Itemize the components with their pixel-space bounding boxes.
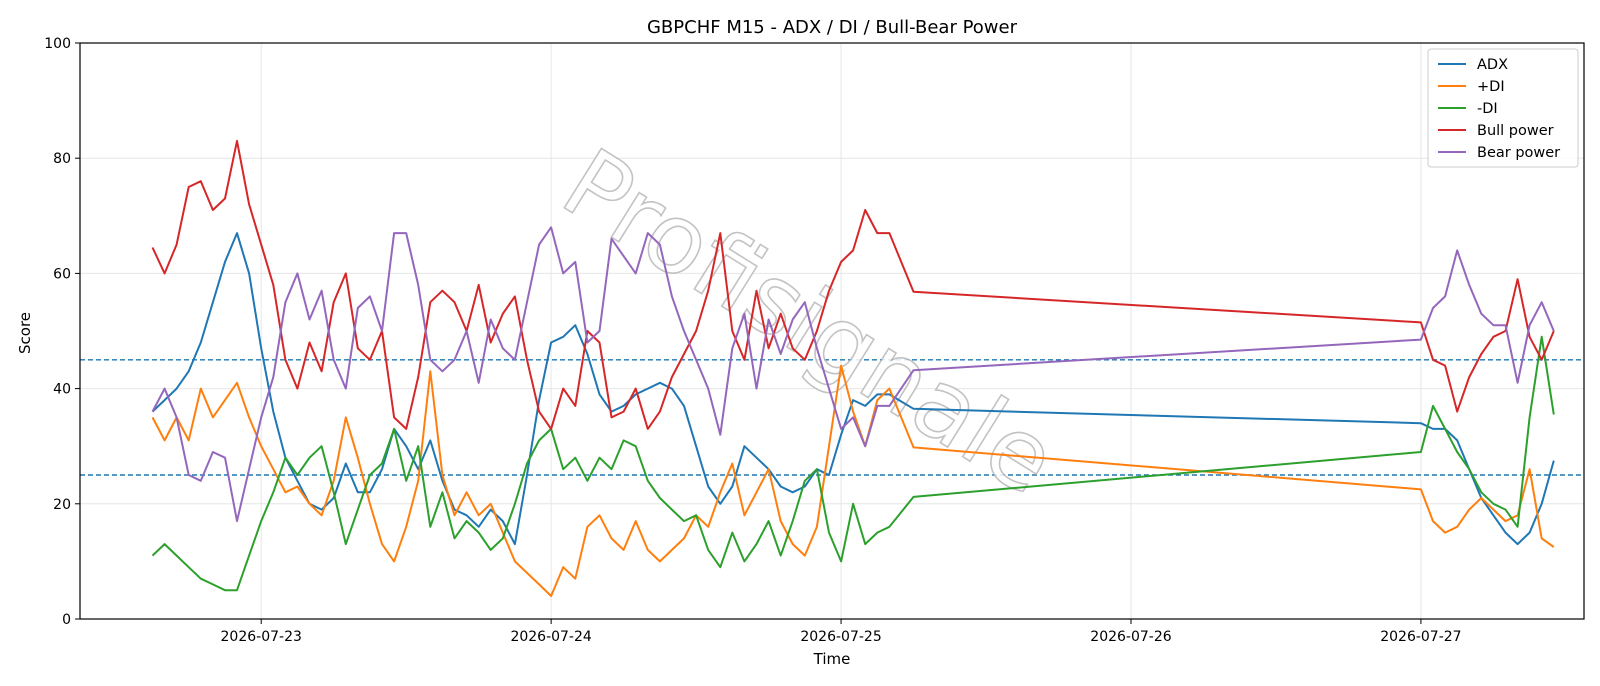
legend-label: Bull power: [1477, 123, 1554, 139]
series-lines: [151, 139, 1555, 597]
legend-label: +DI: [1477, 79, 1505, 95]
legend-label: Bear power: [1477, 145, 1560, 161]
x-tick-label: 2026-07-26: [1090, 629, 1171, 645]
x-tick-label: 2026-07-24: [510, 629, 591, 645]
legend: ADX +DI -DI Bull power Bear power: [1427, 48, 1579, 168]
x-axis: 2026-07-23 2026-07-24 2026-07-25 2026-07-26…: [221, 619, 1462, 645]
y-axis: 0 20 40 60 80 100: [44, 36, 80, 628]
series-line-bull-power: [151, 139, 1555, 430]
y-tick-label: 80: [53, 151, 71, 167]
series-line-adx: [151, 232, 1555, 546]
x-axis-title: Time: [813, 650, 851, 668]
reference-lines: [80, 359, 1584, 476]
y-tick-label: 100: [44, 36, 71, 52]
legend-label: -DI: [1477, 101, 1498, 117]
x-tick-label: 2026-07-23: [221, 629, 302, 645]
series-line-di: [151, 364, 1555, 597]
legend-box: [1427, 48, 1579, 168]
y-axis-title: Score: [16, 312, 34, 354]
plot-frame: [79, 42, 1585, 620]
y-tick-label: 20: [53, 497, 71, 513]
x-tick-label: 2026-07-25: [800, 629, 881, 645]
series-line-bear-power: [151, 226, 1555, 523]
x-tick-label: 2026-07-27: [1380, 629, 1461, 645]
y-tick-label: 40: [53, 382, 71, 398]
chart-title: GBPCHF M15 - ADX / DI / Bull-Bear Power: [647, 17, 1018, 38]
series-line-di: [151, 335, 1555, 592]
legend-label: ADX: [1477, 57, 1508, 73]
y-tick-label: 0: [62, 612, 71, 628]
y-tick-label: 60: [53, 266, 71, 282]
